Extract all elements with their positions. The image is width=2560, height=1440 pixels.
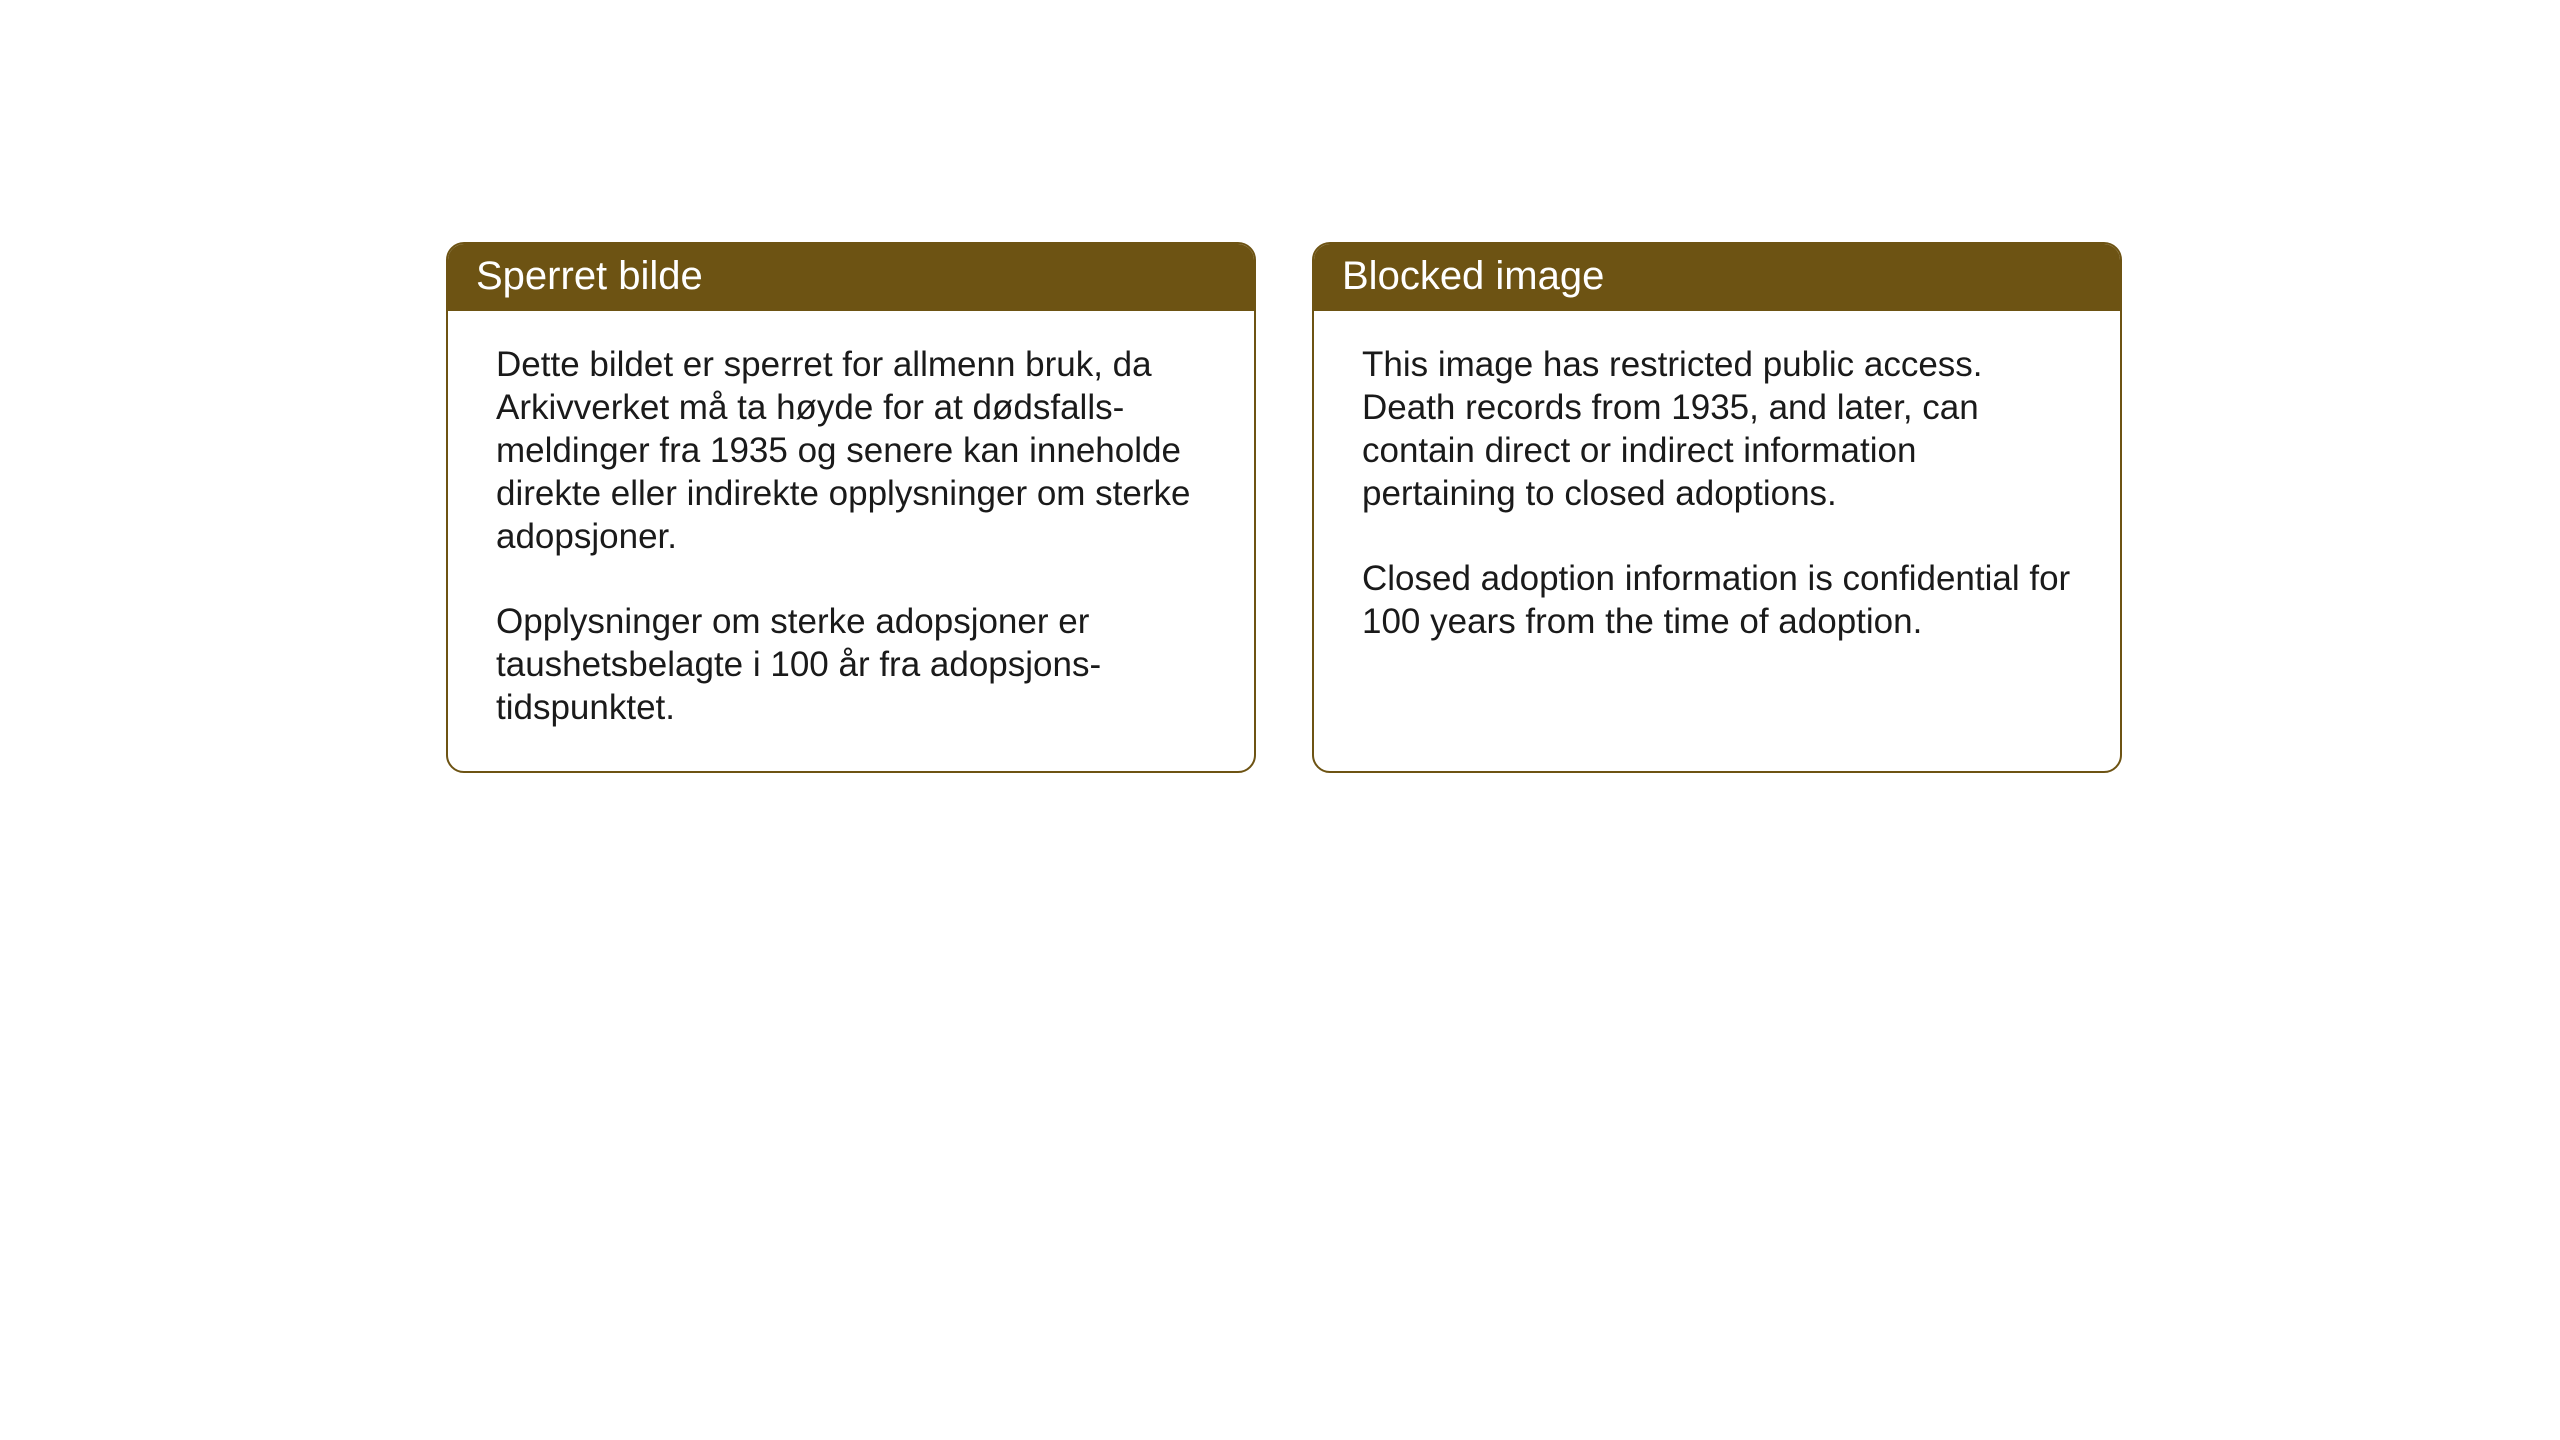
card-paragraph-norwegian-1: Dette bildet er sperret for allmenn bruk… bbox=[496, 343, 1206, 558]
card-title-norwegian: Sperret bilde bbox=[448, 244, 1254, 311]
card-body-english: This image has restricted public access.… bbox=[1314, 311, 2120, 685]
notice-card-norwegian: Sperret bilde Dette bildet er sperret fo… bbox=[446, 242, 1256, 773]
notice-cards-container: Sperret bilde Dette bildet er sperret fo… bbox=[446, 242, 2122, 773]
card-paragraph-english-2: Closed adoption information is confident… bbox=[1362, 557, 2072, 643]
card-title-english: Blocked image bbox=[1314, 244, 2120, 311]
card-body-norwegian: Dette bildet er sperret for allmenn bruk… bbox=[448, 311, 1254, 771]
card-paragraph-english-1: This image has restricted public access.… bbox=[1362, 343, 2072, 515]
card-paragraph-norwegian-2: Opplysninger om sterke adopsjoner er tau… bbox=[496, 600, 1206, 729]
notice-card-english: Blocked image This image has restricted … bbox=[1312, 242, 2122, 773]
